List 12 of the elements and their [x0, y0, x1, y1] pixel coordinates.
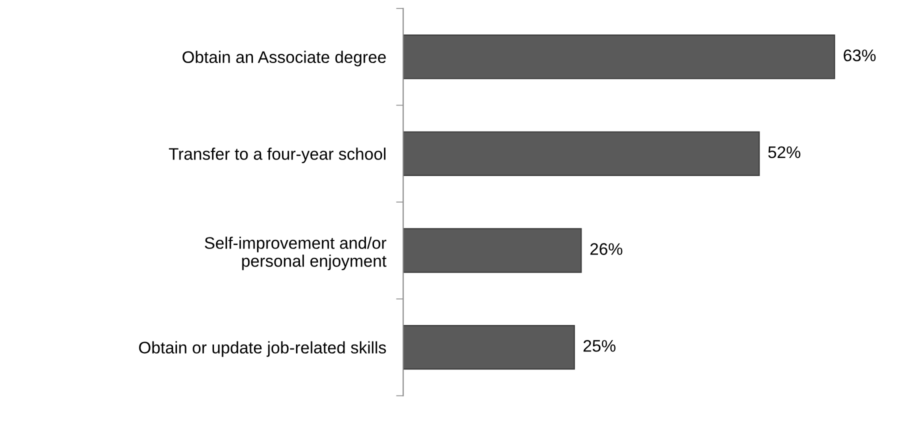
data-label: 63%	[844, 50, 876, 62]
bar	[403, 228, 582, 273]
y-tick-label: Obtain or update job-related skills	[139, 341, 386, 357]
y-tick-label: Self-improvement and/or personal enjoyment	[204, 236, 386, 270]
y-tick-label: Obtain an Associate degree	[182, 50, 386, 66]
bar	[403, 131, 760, 176]
data-label: 26%	[590, 243, 622, 255]
data-label: 25%	[584, 340, 616, 352]
bar	[403, 324, 575, 370]
data-label: 52%	[768, 146, 800, 158]
bar	[403, 34, 836, 80]
y-tick-label: Transfer to a four-year school	[168, 148, 386, 164]
